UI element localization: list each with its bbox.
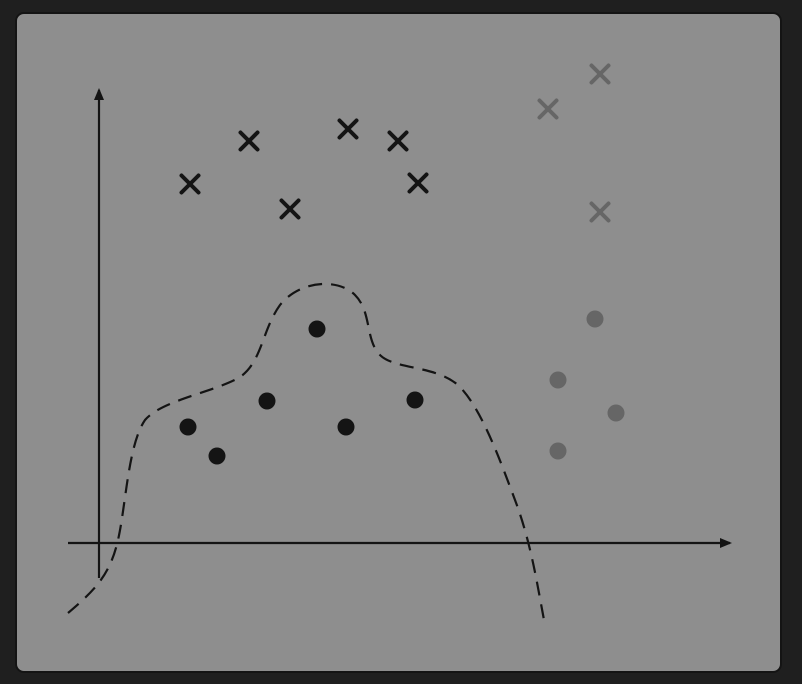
x-mark-stroke: [279, 198, 301, 220]
class-b-outside-filled-circle-icon-0: [586, 310, 604, 328]
x-mark-stroke: [179, 173, 201, 195]
class-a-outside-x-mark-icon-0: [537, 98, 559, 120]
x-mark-stroke: [589, 63, 611, 85]
class-b-outside-filled-circle-icon-1: [549, 371, 567, 389]
class-b-outside-filled-circle-icon-2: [607, 404, 625, 422]
class-b-outside-filled-circle-icon-3: [549, 442, 567, 460]
class-a-inside-x-mark-icon-0: [179, 173, 201, 195]
x-mark-stroke: [337, 118, 359, 140]
class-a-inside-x-mark-icon-5: [407, 172, 429, 194]
class-a-inside-x-mark-icon-4: [387, 130, 409, 152]
decision-boundary-curve: [67, 282, 547, 626]
class-b-inside-filled-circle-icon-2: [258, 392, 276, 410]
x-mark-stroke: [589, 201, 611, 223]
class-a-inside-x-mark-icon-2: [279, 198, 301, 220]
class-a-inside-x-mark-icon-3: [337, 118, 359, 140]
class-b-inside-filled-circle-icon-1: [208, 447, 226, 465]
x-mark-stroke: [238, 130, 260, 152]
class-b-inside-filled-circle-icon-0: [179, 418, 197, 436]
class-b-inside-filled-circle-icon-3: [308, 320, 326, 338]
x-mark-stroke: [407, 172, 429, 194]
class-b-inside-filled-circle-icon-5: [406, 391, 424, 409]
class-b-inside-filled-circle-icon-4: [337, 418, 355, 436]
x-mark-stroke: [537, 98, 559, 120]
markers-layer: [179, 63, 625, 465]
diagram-panel: [15, 12, 782, 673]
class-a-outside-x-mark-icon-1: [589, 63, 611, 85]
class-a-outside-x-mark-icon-2: [589, 201, 611, 223]
x-mark-stroke: [387, 130, 409, 152]
class-a-inside-x-mark-icon-1: [238, 130, 260, 152]
